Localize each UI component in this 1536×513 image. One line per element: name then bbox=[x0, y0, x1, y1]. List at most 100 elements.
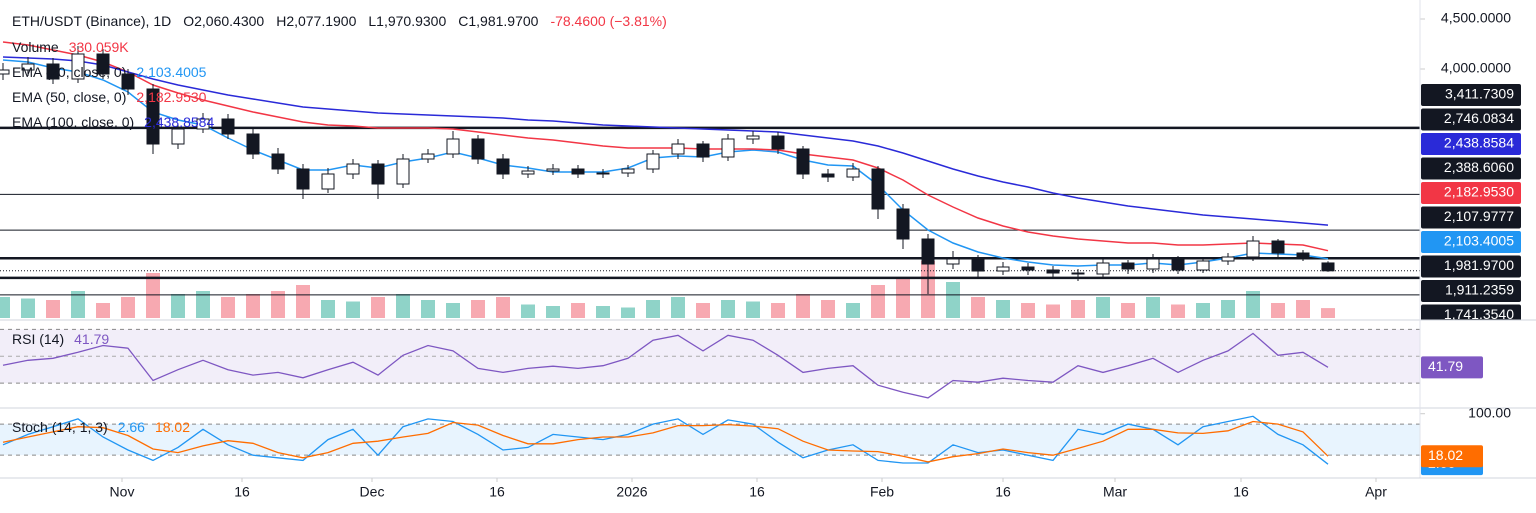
candle-body bbox=[96, 53, 110, 75]
candle-body bbox=[1121, 262, 1135, 270]
price-label-box bbox=[1421, 206, 1521, 229]
candle-body bbox=[646, 153, 660, 170]
legend-value: 2,182.9530 bbox=[136, 89, 206, 105]
volume-bar bbox=[1121, 303, 1135, 318]
candle-body bbox=[746, 135, 760, 140]
candle-body bbox=[696, 143, 710, 158]
volume-bar bbox=[896, 279, 910, 318]
price-label-box bbox=[1421, 133, 1521, 155]
x-tick-label: 16 bbox=[1233, 484, 1249, 500]
legend-value: 2,438.8584 bbox=[144, 114, 214, 130]
volume-bar bbox=[1196, 303, 1210, 318]
y-tick-label: 4,500.0000 bbox=[1441, 10, 1511, 26]
volume-bar bbox=[1271, 303, 1285, 318]
volume-bar bbox=[1146, 297, 1160, 318]
volume-bar bbox=[221, 297, 235, 318]
volume-bar bbox=[721, 300, 735, 318]
volume-bar bbox=[471, 300, 485, 318]
price-label: 2,746.0834 bbox=[1444, 110, 1514, 126]
candle-body bbox=[571, 168, 585, 175]
volume-bar bbox=[1321, 308, 1335, 318]
x-tick-label: Nov bbox=[110, 484, 135, 500]
volume-bar bbox=[971, 297, 985, 318]
volume-bar bbox=[846, 303, 860, 318]
volume-bar bbox=[546, 306, 560, 318]
price-label: 2,388.6060 bbox=[1444, 159, 1514, 175]
candle-body bbox=[596, 172, 610, 175]
volume-bar bbox=[746, 301, 760, 318]
x-tick-label: Feb bbox=[870, 484, 894, 500]
indicator-name: Stoch (14, 1, 3) bbox=[12, 419, 108, 435]
price-label: 2,103.4005 bbox=[1444, 233, 1514, 249]
candle-body bbox=[1321, 262, 1335, 272]
volume-bar bbox=[871, 285, 885, 318]
volume-bar bbox=[1221, 300, 1235, 318]
x-tick-label: 16 bbox=[234, 484, 250, 500]
x-tick-label: 16 bbox=[995, 484, 1011, 500]
legend-value: 2,103.4005 bbox=[136, 64, 206, 80]
x-tick-label: 16 bbox=[749, 484, 765, 500]
value-label-box bbox=[1421, 445, 1483, 468]
candle-body bbox=[471, 138, 485, 160]
candle-body bbox=[321, 173, 335, 190]
candle-body bbox=[271, 153, 285, 170]
price-label-box bbox=[1421, 182, 1521, 204]
price-label: 2,107.9777 bbox=[1444, 208, 1514, 224]
volume-bar bbox=[646, 300, 660, 318]
volume-bar bbox=[21, 298, 35, 318]
volume-bar bbox=[996, 300, 1010, 318]
price-label-box bbox=[1421, 231, 1521, 253]
x-tick-label: Mar bbox=[1103, 484, 1127, 500]
indicator-name: RSI (14) bbox=[12, 331, 64, 347]
indicator-value: 2.66 bbox=[118, 419, 145, 435]
indicator-legend: RSI (14) 41.79 bbox=[12, 331, 109, 347]
candle-body bbox=[121, 73, 135, 90]
price-label: 1,981.9700 bbox=[1444, 257, 1514, 273]
candle-body bbox=[71, 53, 85, 80]
candle-body bbox=[421, 153, 435, 160]
candle-body bbox=[921, 238, 935, 265]
candle-body bbox=[1021, 266, 1035, 271]
volume-bar bbox=[246, 294, 260, 318]
volume-bar bbox=[321, 300, 335, 318]
ohlc-value: O2,060.4300 bbox=[183, 13, 264, 29]
candle-body bbox=[496, 158, 510, 175]
candle-body bbox=[1246, 240, 1260, 258]
candle-body bbox=[1221, 256, 1235, 262]
candle-body bbox=[1171, 258, 1185, 271]
indicator-line bbox=[2, 420, 1329, 463]
price-label: 3,411.7309 bbox=[1445, 86, 1514, 102]
indicator-line bbox=[2, 332, 1329, 399]
volume-bar bbox=[621, 307, 635, 318]
candle-body bbox=[1146, 258, 1160, 270]
indicator-legend: Stoch (14, 1, 3) 2.66 18.02 bbox=[12, 419, 190, 435]
value-label-box bbox=[1421, 356, 1483, 379]
volume-bar bbox=[771, 303, 785, 318]
volume-bar bbox=[1046, 304, 1060, 318]
x-tick-label: 2026 bbox=[616, 484, 647, 500]
y-tick-label: 100.00 bbox=[1468, 404, 1511, 420]
panel-bg bbox=[0, 408, 1536, 478]
candle-body bbox=[546, 168, 560, 172]
volume-bar bbox=[396, 294, 410, 318]
volume-bar bbox=[496, 297, 510, 318]
band bbox=[0, 424, 1420, 456]
indicator-value: 18.02 bbox=[155, 419, 190, 435]
price-label-box bbox=[1421, 84, 1521, 106]
volume-bar bbox=[296, 285, 310, 318]
candle-body bbox=[1296, 252, 1310, 258]
volume-bar bbox=[1296, 300, 1310, 318]
volume-bar bbox=[196, 291, 210, 318]
volume-bar bbox=[121, 297, 135, 318]
candle-body bbox=[896, 208, 910, 240]
candle-body bbox=[221, 118, 235, 135]
price-label-box bbox=[1421, 280, 1521, 302]
x-tick-label: 16 bbox=[489, 484, 505, 500]
candle-body bbox=[821, 173, 835, 178]
volume-bar bbox=[1071, 300, 1085, 318]
price-label-box bbox=[1421, 157, 1521, 180]
volume-bar bbox=[421, 300, 435, 318]
candle-body bbox=[721, 138, 735, 158]
candle-body bbox=[171, 128, 185, 145]
candle-body bbox=[21, 63, 35, 71]
